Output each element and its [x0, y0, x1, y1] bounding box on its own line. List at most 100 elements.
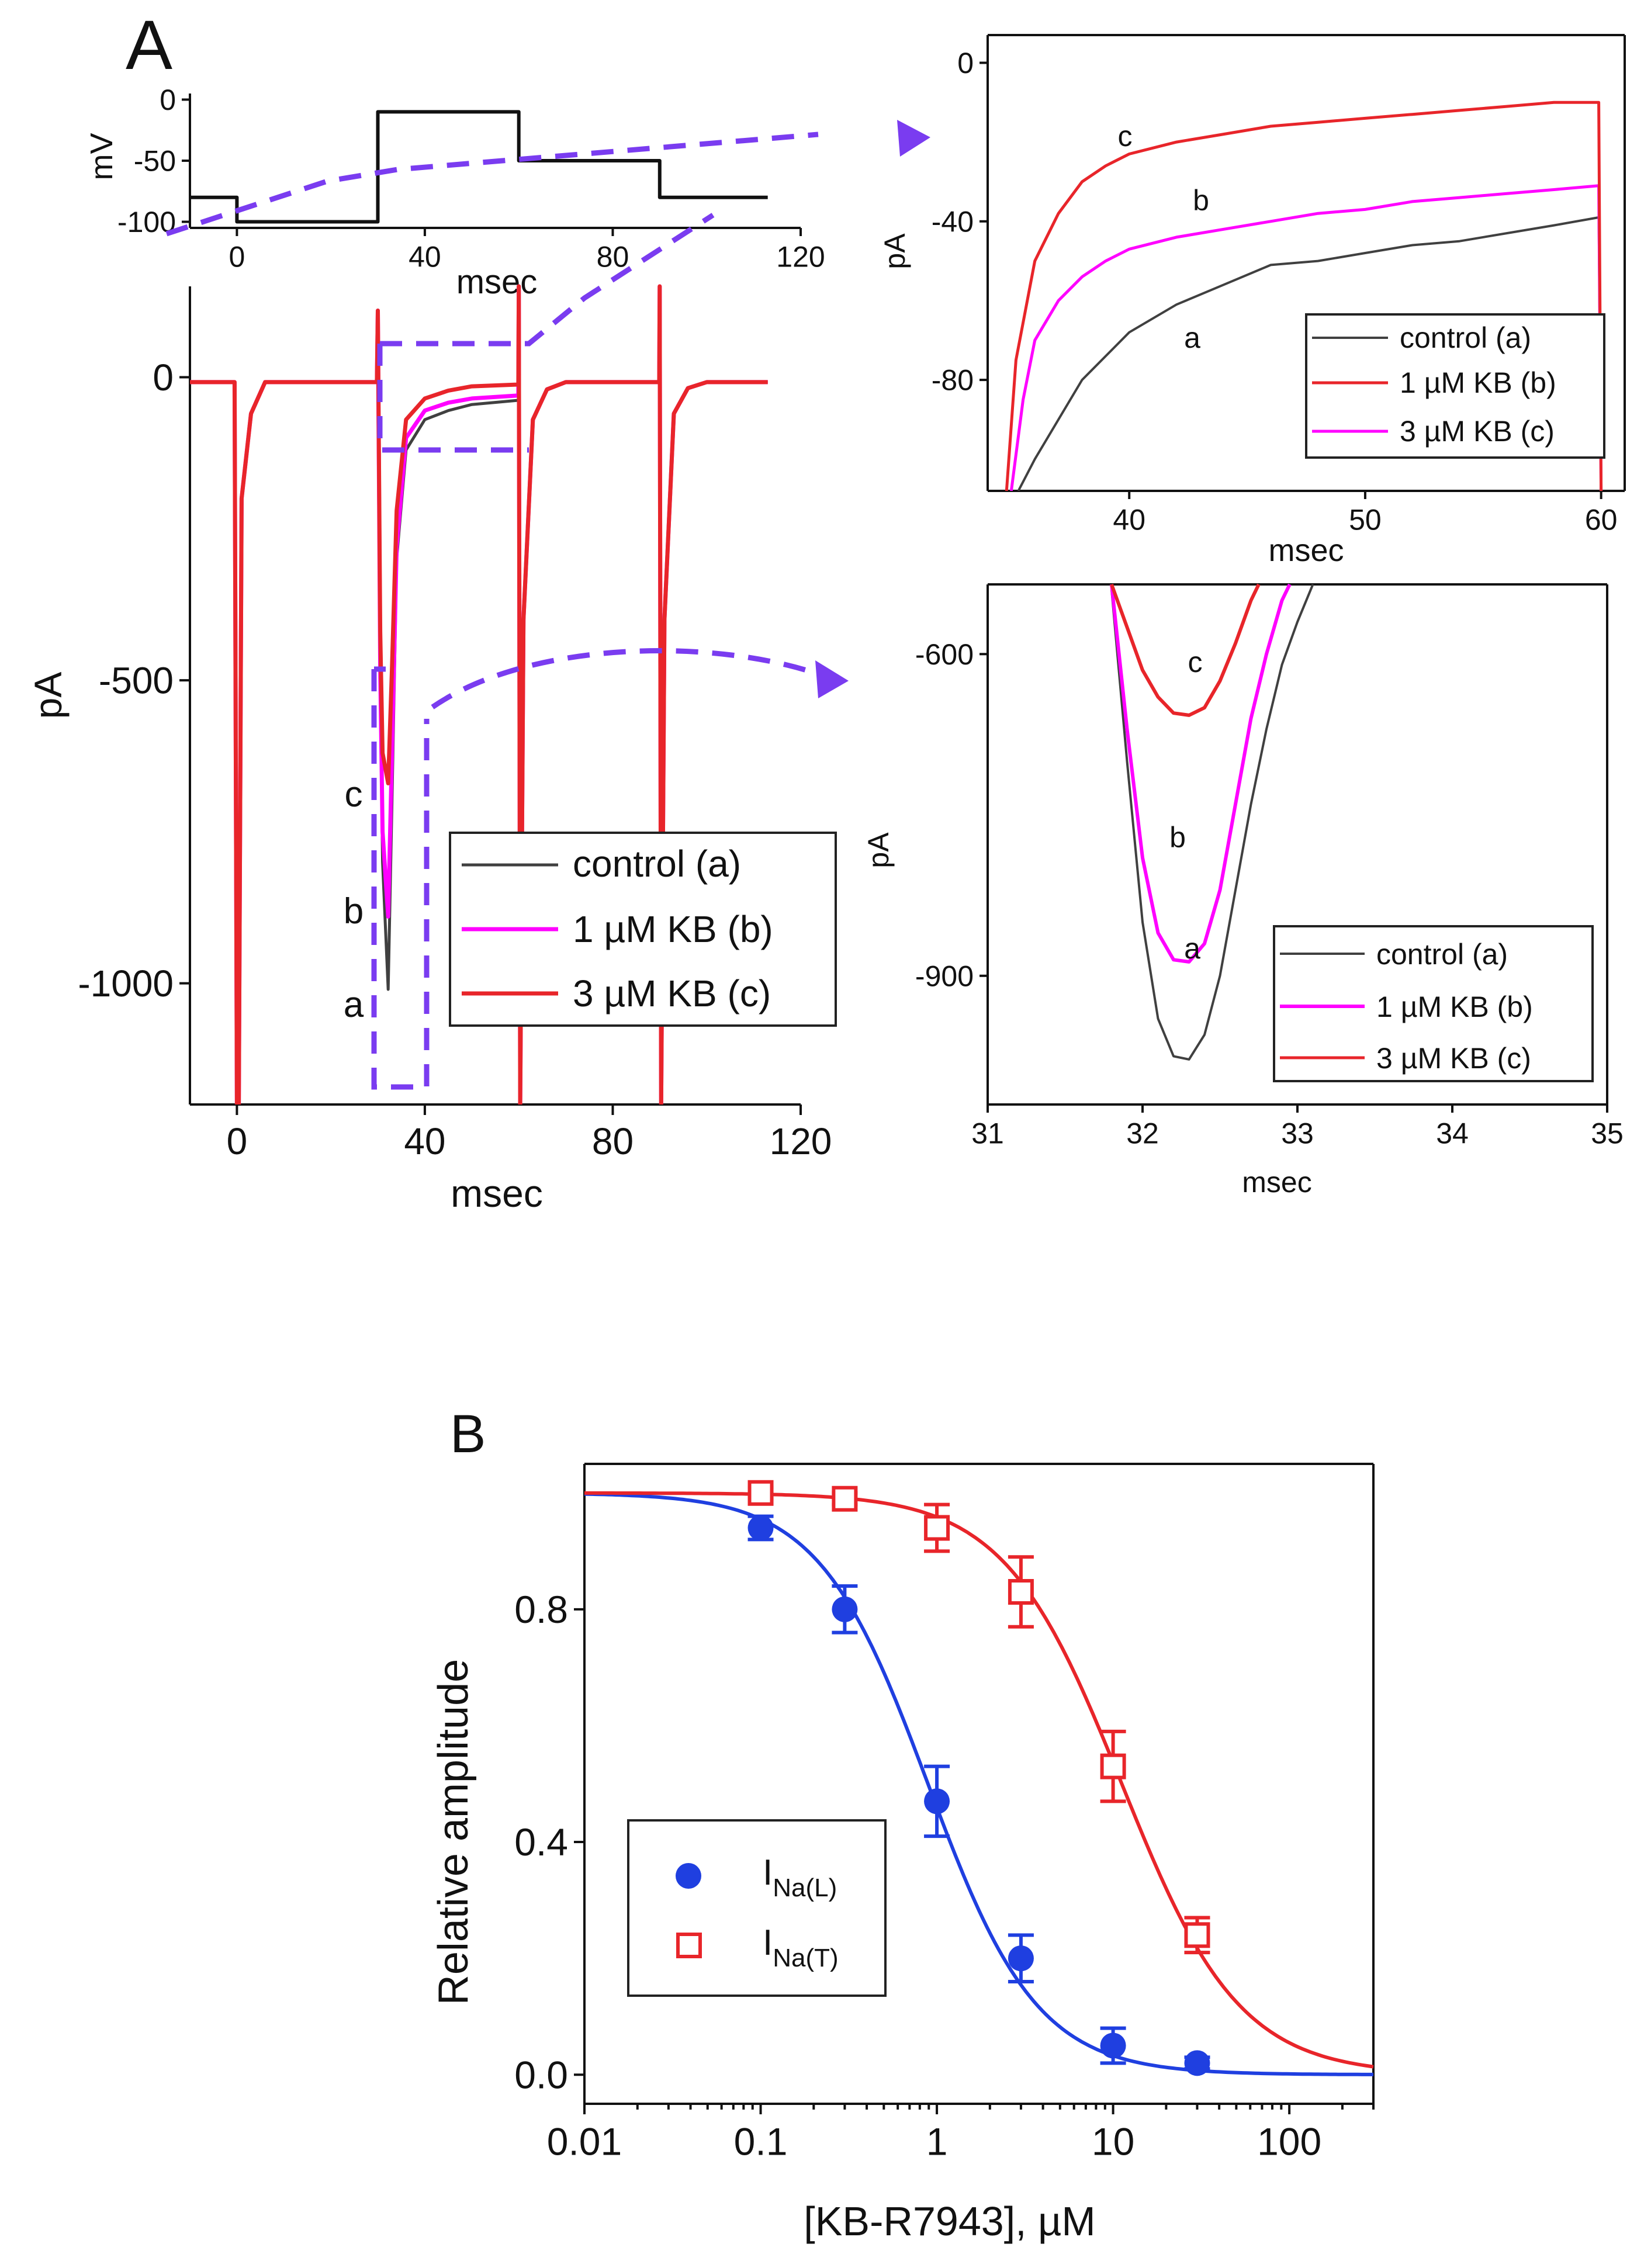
dose_response-point-transient [1100, 1753, 1126, 1779]
zoom-indicators [165, 120, 930, 1090]
zoom-path-peak [431, 648, 814, 709]
inset_late-trace-1um [1009, 184, 1603, 491]
main-annot-c: c [345, 774, 363, 815]
main-x-tick-label: 80 [592, 1120, 634, 1162]
main-legend: control (a) 1 µM KB (b) 3 µM KB (c) [449, 832, 837, 1027]
dose_response-y-tick-label: 0.4 [514, 1820, 568, 1864]
inset-peak-legend-control: control (a) [1376, 938, 1508, 971]
main-y-tick-label: -1000 [78, 962, 174, 1005]
dose_response-x-tick-label: 10 [1092, 2120, 1134, 2163]
protocol-x-tick-label: 80 [597, 241, 629, 273]
dose_response-point-late [1184, 2050, 1210, 2076]
arrow-head-peak [815, 660, 849, 698]
dose_response-x-tick-label: 0.01 [547, 2120, 622, 2163]
dose-legend-label-transient: INa(T) [763, 1923, 839, 1972]
inset_late-y-tick-label: -40 [932, 205, 974, 238]
main-y-tick-label: 0 [153, 356, 174, 399]
inset-peak-annot-b: b [1169, 821, 1186, 854]
inset_late-x-tick-label: 50 [1349, 504, 1382, 536]
inset_peak-x-tick-label: 31 [971, 1117, 1004, 1150]
inset-late-annot-a: a [1184, 321, 1200, 354]
dose_response-point-late [1008, 1945, 1034, 1972]
main-annot-b: b [344, 891, 364, 932]
protocol-x-tick-label: 40 [409, 241, 441, 273]
dose-y-label: Relative amplitude [430, 1659, 477, 2005]
main-annot-a: a [344, 985, 364, 1025]
dose-legend: INa(L) INa(T) [627, 1819, 887, 1997]
protocol-y-tick-label: -50 [134, 145, 176, 178]
dose_response-y-tick-label: 0.0 [514, 2053, 568, 2096]
dose_response-fit-transient [584, 1491, 1374, 2069]
zoom-box-peak [371, 669, 430, 1090]
inset-late-legend: control (a) 1 µM KB (b) 3 µM KB (c) [1305, 313, 1605, 459]
main-x-tick-label: 120 [770, 1120, 832, 1162]
inset_peak-y-tick-label: -900 [915, 960, 974, 992]
main-y-tick-label: -500 [99, 659, 174, 701]
dose-legend-box [627, 1819, 887, 1997]
dose_response-x-tick-label: 0.1 [734, 2120, 788, 2163]
dose_response-point-late [1100, 2032, 1126, 2059]
main-x-label: msec [451, 1172, 543, 1215]
inset-peak-annot-c: c [1188, 646, 1203, 678]
dose_response-x-tick-label: 1 [926, 2120, 948, 2163]
dose_response-point-transient [747, 1480, 774, 1506]
dose-x-label: [KB-R7943], µM [804, 2198, 1095, 2244]
inset_peak-x-tick-label: 34 [1436, 1117, 1469, 1150]
inset_peak-x-tick-label: 35 [1591, 1117, 1624, 1150]
main-y-label: pA [26, 672, 70, 719]
inset-late-annot-b: b [1193, 184, 1209, 217]
inset-peak-legend-1um: 1 µM KB (b) [1376, 991, 1533, 1023]
dose_response-point-transient [1008, 1579, 1034, 1605]
inset_peak-y-tick-label: -600 [915, 638, 974, 671]
dose-response-chart: 0.01 0.1 1 10 100 0.0 0.4 0.8 [KB-R7943], µM Re… [430, 1463, 1375, 2244]
inset_peak-trace-3um [1110, 583, 1261, 717]
dose_response-point-transient [832, 1486, 858, 1512]
dose_response-point-late [924, 1788, 950, 1815]
inset-late-x-label: msec [1268, 533, 1344, 568]
protocol-y-tick-label: 0 [160, 84, 176, 116]
inset-late-y-label: pA [878, 233, 911, 269]
inset-peak-annot-a: a [1184, 932, 1200, 965]
protocol-x-tick-label: 120 [776, 241, 825, 273]
inset_late-y-tick-label: -80 [932, 364, 974, 397]
zoom-path-protocol [165, 131, 819, 237]
dose_response-point-transient [924, 1515, 950, 1541]
protocol-x-tick-label: 0 [229, 241, 245, 273]
inset_peak-x-tick-label: 33 [1281, 1117, 1314, 1150]
protocol-trace-control [190, 110, 768, 224]
arrow-head-late [897, 120, 930, 157]
dose_response-y-tick-label: 0.8 [514, 1588, 568, 1631]
dose_response-point-late [747, 1515, 774, 1541]
main-x-tick-label: 40 [404, 1120, 445, 1162]
inset-peak-chart: 31 32 33 34 35 -600 -900 msec pA c b a [862, 583, 1624, 1199]
inset_peak-trace-control [1110, 584, 1314, 1061]
inset_late-x-tick-label: 60 [1585, 504, 1618, 536]
protocol-y-label: mV [84, 133, 119, 181]
protocol-x-label: msec [456, 263, 538, 301]
inset-late-annot-c: c [1118, 120, 1133, 153]
inset-peak-legend-box [1273, 925, 1594, 1082]
inset-late-legend-3um: 3 µM KB (c) [1400, 415, 1555, 448]
inset-peak-legend: control (a) 1 µM KB (b) 3 µM KB (c) [1273, 925, 1594, 1082]
inset-peak-x-label: msec [1242, 1166, 1311, 1199]
main-legend-3um: 3 µM KB (c) [573, 972, 771, 1014]
dose-legend-label-late: INa(L) [763, 1853, 837, 1902]
dose_response-x-tick-label: 100 [1257, 2120, 1321, 2163]
protocol-y-tick-label: -100 [117, 206, 176, 238]
panel-label-b: B [450, 1404, 486, 1464]
inset_late-y-tick-label: 0 [957, 47, 974, 79]
inset-late-chart: 40 50 60 0 -40 -80 msec pA c b a [878, 34, 1626, 568]
main-x-tick-label: 0 [227, 1120, 248, 1162]
dose-legend-marker-transient [676, 1933, 702, 1958]
main-legend-control: control (a) [573, 843, 741, 885]
inset_late-trace-control [1017, 216, 1602, 491]
dose_response-point-late [832, 1596, 858, 1622]
inset-late-legend-1um: 1 µM KB (b) [1400, 366, 1556, 399]
zoom-path-late-top [380, 213, 715, 347]
dose-legend-marker-late [676, 1863, 701, 1889]
dose_response-fit-late [584, 1492, 1373, 2076]
inset_peak-trace-1um [1110, 583, 1292, 964]
inset-peak-y-label: pA [862, 832, 895, 868]
inset-peak-legend-3um: 3 µM KB (c) [1376, 1042, 1531, 1075]
